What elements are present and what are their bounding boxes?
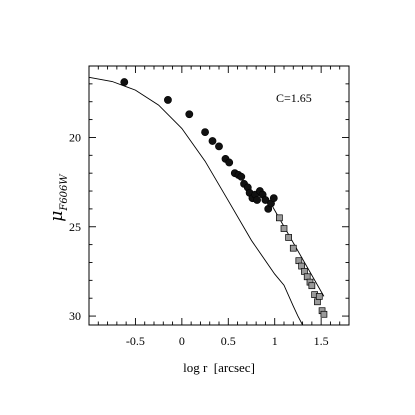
y-tick-label: 25: [69, 220, 81, 234]
fit-line: [272, 206, 325, 297]
y-axis-title-text: μF606W: [47, 174, 70, 222]
y-axis: 20 25 30: [69, 65, 349, 323]
x-axis-title: log r [arcsec]: [183, 360, 255, 375]
x-tick-label: 0.5: [221, 334, 236, 348]
x-tick-label: 1: [272, 334, 278, 348]
data-point-circle: [201, 128, 209, 136]
data-point-circle: [237, 172, 246, 181]
data-point-circle: [215, 142, 223, 151]
y-axis-title: μF606W: [47, 174, 70, 222]
y-tick-label: 30: [69, 309, 81, 323]
y-tick-label: 20: [69, 130, 81, 144]
data-point-circle: [164, 96, 172, 104]
data-point-square: [315, 293, 323, 300]
x-tick-label: -0.5: [126, 334, 145, 348]
data-point-square: [308, 282, 316, 290]
data-point-circle: [253, 196, 261, 204]
data-point-circle: [225, 158, 234, 167]
data-point-circle: [208, 137, 217, 145]
data-point-circle: [120, 78, 129, 86]
model-curve: [88, 76, 303, 326]
x-tick-label: 1.5: [314, 334, 329, 348]
y-axis-title-subscript: F606W: [59, 174, 70, 212]
data-point-square: [280, 225, 288, 232]
data-point-square: [285, 234, 292, 241]
data-point-square: [320, 310, 328, 318]
data-point-square: [289, 244, 297, 252]
x-axis: -0.5 0 0.5 1 1.5: [88, 66, 350, 348]
data-point-circle: [185, 110, 194, 119]
data-points: [120, 78, 328, 318]
annotation-label: C=1.65: [276, 91, 312, 105]
data-point-circle: [261, 196, 270, 204]
data-point-circle: [269, 194, 278, 203]
y-axis-title-symbol: μ: [47, 211, 67, 222]
x-tick-label: 0: [179, 334, 185, 348]
data-point-square: [276, 214, 283, 222]
